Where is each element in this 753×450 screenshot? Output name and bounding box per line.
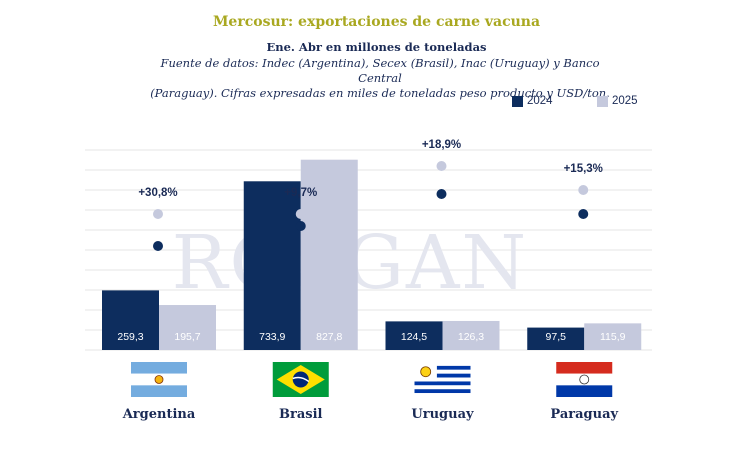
bar-paraguay-2024: [527, 327, 585, 350]
flag-stripe: [414, 362, 471, 366]
price-change-label-uruguay: +18,9%: [422, 139, 461, 151]
value-label-uruguay-2025: 126,3: [458, 331, 484, 343]
price-change-label-paraguay: +15,3%: [564, 163, 603, 175]
price-dot-brasil-2024: [295, 221, 306, 231]
flag-sun-icon: [154, 375, 164, 384]
bar-argentina-2025: [159, 305, 216, 350]
value-label-paraguay-2024: 97,5: [546, 331, 567, 343]
flag-band: [292, 376, 310, 383]
argentina-flag: [131, 362, 187, 397]
flag-stripe: [556, 362, 613, 374]
price-change-label-argentina: +30,8%: [138, 187, 177, 199]
flag-seal-icon: [579, 374, 590, 385]
price-dot-paraguay-2025: [578, 185, 589, 195]
bar-paraguay-2025: [584, 323, 642, 350]
flag-sun-icon: [420, 366, 432, 378]
flag-stripe: [556, 385, 613, 397]
brazil-flag: [272, 362, 329, 397]
uruguay-flag: [414, 362, 471, 397]
flag-stripe: [414, 393, 471, 397]
legend-label-2024: 2024: [527, 95, 553, 107]
bar-argentina-2024: [102, 290, 159, 350]
flag-globe: [292, 371, 309, 388]
value-label-uruguay-2024: 124,5: [401, 331, 427, 343]
chart-subtitle: Ene. Abr en millones de toneladas: [266, 40, 487, 54]
flag-stripe: [414, 381, 471, 386]
price-dot-paraguay-2024: [578, 209, 589, 219]
legend-swatch-2025: [597, 96, 608, 107]
source-note: Fuente de datos: Indec (Argentina), Sece…: [150, 56, 610, 101]
value-label-argentina-2024: 259,3: [117, 331, 143, 343]
bar-uruguay-2024: [385, 321, 443, 350]
flag-stripe: [414, 385, 471, 390]
price-dot-argentina-2025: [153, 209, 163, 219]
price-dot-uruguay-2024: [436, 189, 447, 199]
price-change-label-brasil: +9,7%: [284, 187, 317, 199]
flag-stripe: [414, 377, 471, 382]
category-label-argentina: Argentina: [122, 407, 196, 422]
value-label-brasil-2025: 827,8: [316, 331, 342, 343]
flag-stripe: [414, 365, 471, 370]
category-label-paraguay: Paraguay: [550, 407, 618, 422]
source-note-line-1: Fuente de datos: Indec (Argentina), Sece…: [160, 56, 600, 85]
flag-stripe: [131, 362, 187, 374]
bar-brasil-2024: [243, 181, 301, 350]
bar-brasil-2025: [300, 159, 358, 350]
price-dot-brasil-2025: [295, 209, 306, 219]
chart-title: Mercosur: exportaciones de carne vacuna: [212, 14, 541, 30]
flag-stripe: [414, 369, 471, 374]
category-label-uruguay: Uruguay: [411, 407, 474, 422]
legend-swatch-2024: [512, 96, 523, 107]
flag-stripe: [414, 389, 471, 394]
price-dot-uruguay-2025: [436, 161, 447, 171]
source-note-line-2: (Paraguay). Cifras expresadas en miles d…: [150, 86, 610, 100]
paraguay-flag: [556, 362, 613, 397]
value-label-paraguay-2025: 115,9: [600, 331, 626, 343]
category-label-brasil: Brasil: [279, 407, 323, 422]
value-label-argentina-2025: 195,7: [174, 331, 200, 343]
legend-label-2025: 2025: [612, 95, 638, 107]
flag-stripe: [131, 385, 187, 397]
value-label-brasil-2024: 733,9: [259, 331, 285, 343]
price-dot-argentina-2024: [153, 241, 163, 251]
flag-stripe: [414, 373, 471, 378]
bar-uruguay-2025: [442, 320, 500, 350]
